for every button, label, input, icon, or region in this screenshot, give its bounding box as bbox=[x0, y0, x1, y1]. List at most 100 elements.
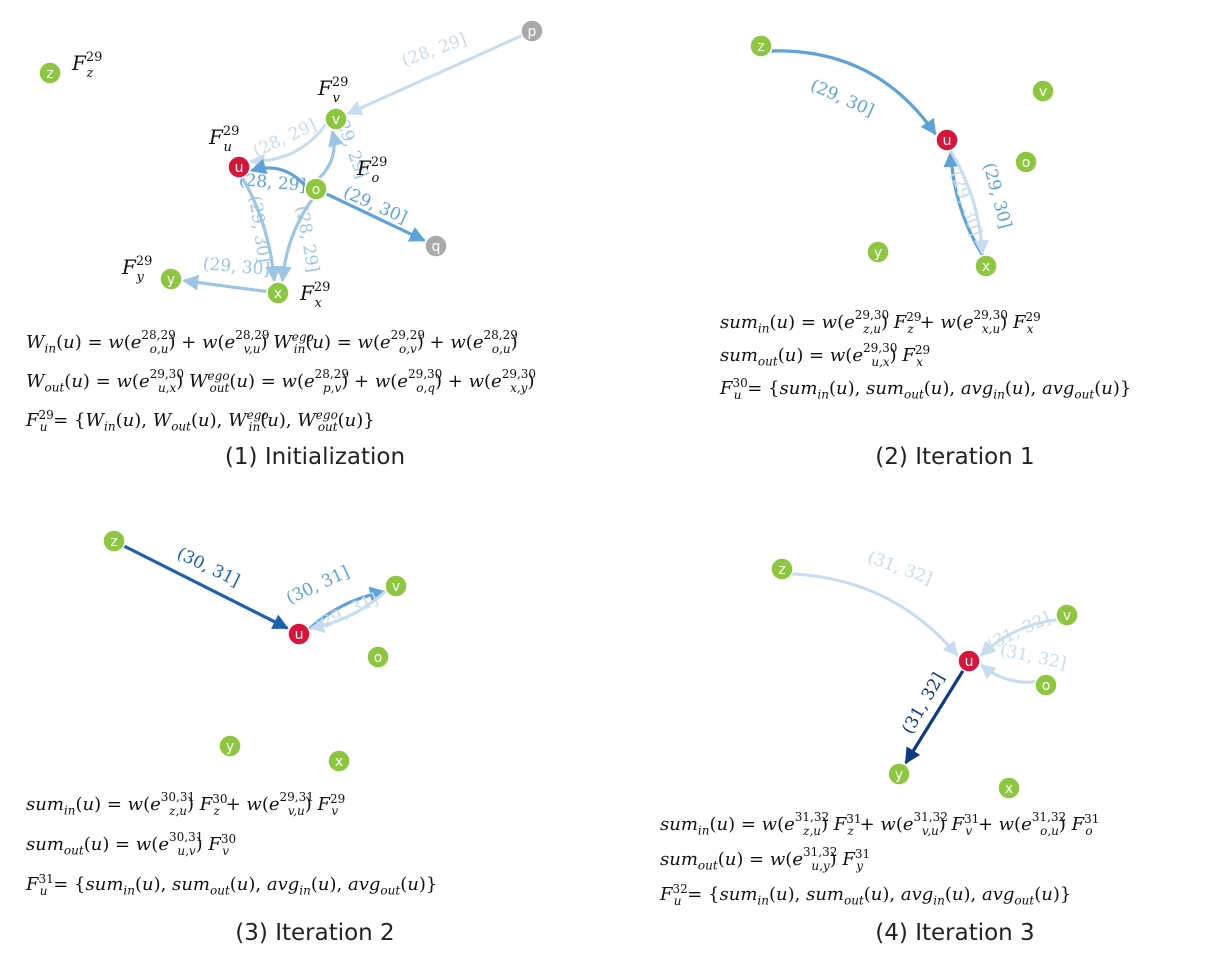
node-y bbox=[218, 734, 242, 758]
edge-label-u-x: (29, 30] bbox=[244, 195, 273, 264]
edge-label-z-u: (31, 32] bbox=[865, 547, 935, 589]
node-label-v: v bbox=[1039, 84, 1047, 100]
feature-label-z: F29 z bbox=[71, 50, 102, 81]
caption-p3: (3) Iteration 2 bbox=[235, 920, 395, 946]
node-label-u: u bbox=[943, 133, 952, 149]
edge-label-u-v: (30, 31] bbox=[283, 562, 352, 609]
feature-label-u: F29 u bbox=[208, 124, 239, 155]
node-o bbox=[1034, 673, 1058, 697]
panel-p1: (28, 29](28, 29](28, 29](29, 29](29, 30]… bbox=[38, 19, 544, 311]
node-x bbox=[266, 281, 290, 305]
feature-label-x: F29 x bbox=[299, 280, 330, 311]
node-label-p: p bbox=[528, 24, 537, 40]
edge-label-x-u: (29, 30] bbox=[978, 161, 1015, 231]
node-label-o: o bbox=[374, 650, 383, 666]
edge-label-o-u: (31, 32] bbox=[998, 640, 1068, 674]
feature-label-v: F29 v bbox=[317, 75, 348, 106]
node-label-y: y bbox=[874, 245, 882, 261]
edge-u-x bbox=[949, 149, 990, 256]
node-z bbox=[38, 61, 62, 85]
edge-u-y bbox=[904, 669, 965, 765]
node-label-y: y bbox=[895, 767, 903, 783]
node-label-z: z bbox=[46, 66, 53, 82]
node-x bbox=[997, 776, 1021, 800]
node-label-o: o bbox=[1022, 155, 1031, 171]
node-u bbox=[935, 128, 959, 152]
edge-label-u-x: (29, 30] bbox=[946, 168, 986, 238]
equation-p3-1: sumin(u) = w(e30,31z,u) F30z + w(e29,31v… bbox=[26, 790, 346, 818]
equation-p4-1: sumin(u) = w(e31,32z,u) F31z + w(e31,32v… bbox=[660, 810, 1100, 838]
node-label-y: y bbox=[226, 739, 234, 755]
node-label-o: o bbox=[1042, 678, 1051, 694]
node-label-x: x bbox=[982, 259, 990, 275]
equation-p2-3: F30u = {sumin(u), sumout(u), avgin(u), a… bbox=[720, 376, 1132, 402]
caption-p4: (4) Iteration 3 bbox=[875, 920, 1035, 946]
node-q bbox=[424, 234, 448, 258]
node-y bbox=[159, 267, 183, 291]
caption-p2: (2) Iteration 1 bbox=[875, 444, 1035, 470]
edge-label-o-x: (28, 29] bbox=[291, 204, 322, 274]
node-z bbox=[102, 529, 126, 553]
equation-p2-1: sumin(u) = w(e29,30z,u) F29z + w(e29,30x… bbox=[720, 308, 1041, 336]
node-u bbox=[227, 155, 251, 179]
caption-p1: (1) Initialization bbox=[224, 444, 406, 470]
feature-label-y: F29 y bbox=[121, 254, 152, 285]
node-z bbox=[749, 34, 773, 58]
equation-p3-2: sumout(u) = w(e30,31u,v) F30v bbox=[26, 830, 237, 858]
node-y bbox=[887, 762, 911, 786]
equation-p2-2: sumout(u) = w(e29,30u,x) F29x bbox=[720, 341, 931, 369]
edge-z-u bbox=[770, 49, 937, 136]
node-v bbox=[1031, 79, 1055, 103]
node-x bbox=[327, 749, 351, 773]
node-label-x: x bbox=[1005, 781, 1013, 797]
equation-p1-2: Wout(u) = w(e29,30u,x) Wegoout(u) = w(e2… bbox=[26, 367, 537, 395]
node-label-u: u bbox=[295, 627, 304, 643]
node-v bbox=[384, 574, 408, 598]
node-label-v: v bbox=[392, 579, 400, 595]
edge-p-v bbox=[346, 34, 523, 116]
edge-label-z-u: (30, 31] bbox=[174, 544, 243, 591]
edge-o-q bbox=[325, 192, 426, 242]
node-label-y: y bbox=[167, 272, 175, 288]
equation-p1-1: Win(u) = w(e28,29o,u) + w(e28,29v,u) Weg… bbox=[26, 328, 518, 356]
node-u bbox=[957, 649, 981, 673]
node-label-z: z bbox=[110, 534, 117, 550]
edge-v-u bbox=[309, 589, 388, 634]
node-label-x: x bbox=[274, 286, 282, 302]
node-o bbox=[1014, 150, 1038, 174]
equation-p4-2: sumout(u) = w(e31,32u,y) F31y bbox=[660, 845, 871, 873]
node-label-z: z bbox=[757, 39, 764, 55]
node-label-x: x bbox=[335, 754, 343, 770]
node-v bbox=[324, 107, 348, 131]
edge-z-u bbox=[791, 572, 959, 657]
node-o bbox=[366, 645, 390, 669]
node-label-v: v bbox=[332, 112, 340, 128]
equation-p3-3: F31u = {sumin(u), sumout(u), avgin(u), a… bbox=[26, 872, 438, 898]
equation-p1-3: F29u = {Win(u), Wout(u), Wegoin(u), Wego… bbox=[26, 408, 375, 434]
node-p bbox=[520, 19, 544, 43]
node-label-u: u bbox=[965, 654, 974, 670]
node-label-u: u bbox=[235, 160, 244, 176]
equation-p4-3: F32u = {sumin(u), sumout(u), avgin(u), a… bbox=[660, 882, 1072, 908]
edge-o-u bbox=[980, 663, 1036, 684]
edge-o-x bbox=[275, 198, 314, 283]
node-o bbox=[304, 177, 328, 201]
edge-z-u bbox=[123, 544, 289, 630]
node-x bbox=[974, 254, 998, 278]
edge-label-v-u: (29, 31] bbox=[312, 589, 381, 636]
node-label-v: v bbox=[1063, 608, 1071, 624]
node-label-o: o bbox=[312, 182, 321, 198]
edge-o-v bbox=[317, 129, 344, 180]
node-label-z: z bbox=[778, 562, 785, 578]
node-v bbox=[1055, 603, 1079, 627]
edge-u-x bbox=[240, 176, 281, 283]
node-y bbox=[866, 240, 890, 264]
edge-x-y bbox=[182, 274, 268, 294]
edge-label-o-q: (29, 30] bbox=[340, 183, 410, 229]
edge-label-z-u: (29, 30] bbox=[807, 76, 877, 122]
feature-label-o: F29 o bbox=[356, 155, 387, 186]
edge-v-u bbox=[979, 618, 1058, 657]
